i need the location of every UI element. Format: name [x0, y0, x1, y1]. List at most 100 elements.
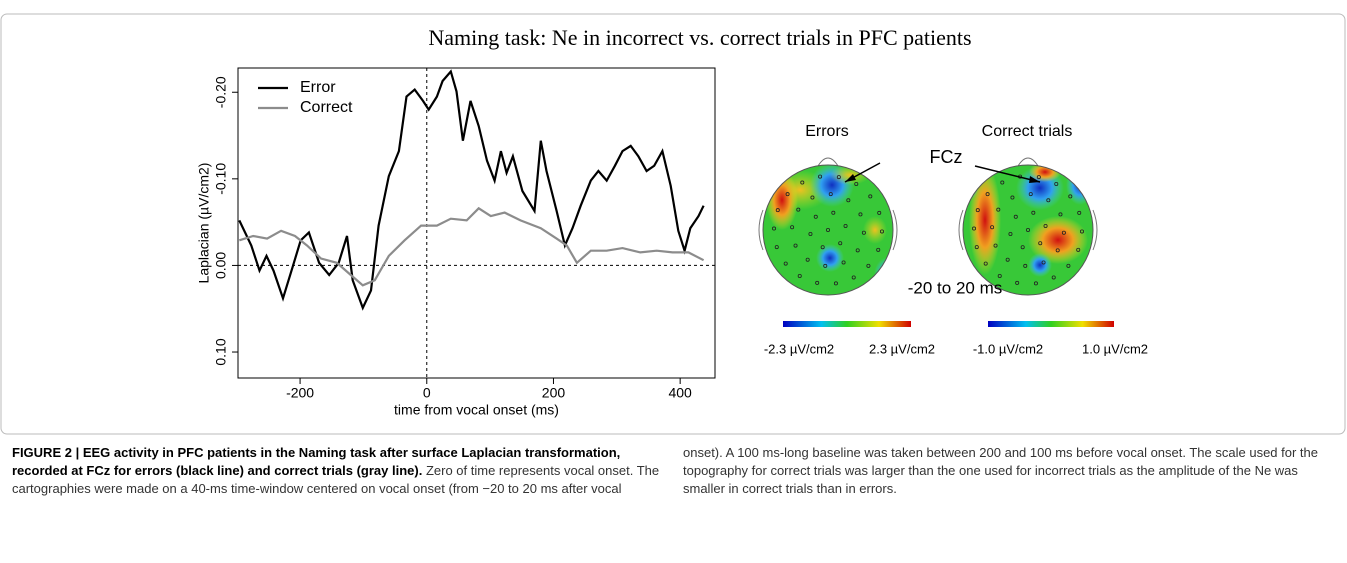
electrode — [1076, 247, 1081, 252]
electrode — [833, 281, 838, 286]
scale-label: -1.0 µV/cm2 — [973, 341, 1043, 356]
electrode — [813, 214, 818, 219]
fcz-arrow — [974, 165, 1041, 183]
x-tick-label: 0 — [423, 385, 431, 401]
electrode — [974, 245, 979, 250]
electrode — [805, 257, 810, 262]
figure-title: Naming task: Ne in incorrect vs. correct… — [428, 25, 971, 50]
caption-text: Zero of time represents vocal onset. The… — [12, 445, 1318, 496]
electrode — [1026, 227, 1031, 232]
electrode — [876, 247, 881, 252]
electrode — [818, 174, 823, 179]
electrode — [1046, 198, 1051, 203]
topomap-errors — [758, 157, 898, 296]
electrode — [1028, 192, 1033, 197]
figure-frame — [0, 13, 1346, 435]
electrode — [1020, 245, 1025, 250]
electrode — [997, 274, 1002, 279]
electrode — [868, 194, 873, 199]
electrode — [826, 227, 831, 232]
electrode — [1066, 263, 1071, 268]
electrodes — [772, 174, 1084, 286]
caption-label: FIGURE 2 | EEG activity in PFC patients … — [12, 445, 621, 478]
electrode — [1033, 281, 1038, 286]
electrode — [1008, 231, 1013, 236]
electrode — [1005, 257, 1010, 262]
electrode — [846, 198, 851, 203]
figure: Naming task: Ne in incorrect vs. correct… — [0, 13, 1346, 435]
electrode — [972, 226, 977, 231]
electrode — [820, 245, 825, 250]
x-axis-label: time from vocal onset (ms) — [394, 402, 559, 418]
line-chart: -200 0 200 400 0.10 0.00 -0.10 -0.20 time from v… — [196, 67, 716, 418]
electrode — [1058, 212, 1063, 217]
electrode — [1031, 210, 1036, 215]
electrode — [1013, 214, 1018, 219]
electrode — [1010, 195, 1015, 200]
legend-label: Error — [300, 79, 336, 96]
electrode — [810, 195, 815, 200]
electrode — [996, 207, 1001, 212]
electrode — [855, 248, 860, 253]
electrode — [1054, 181, 1059, 186]
electrode — [815, 280, 820, 285]
y-tick-label: -0.20 — [213, 76, 229, 108]
electrode — [1061, 230, 1066, 235]
electrode — [1036, 175, 1041, 180]
electrode — [1000, 180, 1005, 185]
plot-frame — [237, 67, 716, 379]
electrode — [796, 207, 801, 212]
arrowhead — [1029, 176, 1040, 183]
series-line — [238, 206, 705, 287]
electrode — [1038, 241, 1043, 246]
x-tick-label: -200 — [286, 385, 314, 401]
electrode — [1015, 280, 1020, 285]
electrode-label: FCz — [930, 147, 963, 167]
time-window: -20 to 20 ms — [908, 278, 1003, 297]
y-tick-label: 0.10 — [213, 338, 229, 365]
y-tick-label: 0.00 — [213, 252, 229, 279]
legend-label: Correct — [300, 99, 353, 116]
electrode — [877, 210, 882, 215]
series-line — [238, 69, 705, 311]
electrode — [836, 175, 841, 180]
y-axis-label: Laplacian (µV/cm2) — [196, 163, 212, 284]
electrode — [774, 245, 779, 250]
electrode — [866, 263, 871, 268]
electrode — [841, 260, 846, 265]
electrode — [985, 192, 990, 197]
electrode — [975, 208, 980, 213]
electrode — [1077, 210, 1082, 215]
electrode — [879, 229, 884, 234]
electrode — [990, 225, 995, 230]
x-tick-label: 400 — [668, 385, 692, 401]
caption: FIGURE 2 | EEG activity in PFC patients … — [12, 444, 1332, 498]
map-title: Correct trials — [982, 123, 1073, 140]
colorbar — [783, 321, 911, 327]
electrode — [785, 192, 790, 197]
electrode — [1043, 224, 1048, 229]
electrode — [861, 230, 866, 235]
electrode — [851, 275, 856, 280]
electrode — [838, 241, 843, 246]
electrode — [831, 210, 836, 215]
electrode — [1079, 229, 1084, 234]
electrode — [783, 261, 788, 266]
scale-label: 1.0 µV/cm2 — [1082, 341, 1148, 356]
map-title: Errors — [805, 123, 849, 140]
electrode — [772, 226, 777, 231]
arrowhead — [845, 174, 856, 182]
electrode — [1023, 263, 1028, 268]
electrode — [797, 274, 802, 279]
scale-label: 2.3 µV/cm2 — [869, 341, 935, 356]
electrode — [843, 224, 848, 229]
electrode — [823, 263, 828, 268]
electrode — [1055, 248, 1060, 253]
colorbar — [988, 321, 1114, 327]
electrode — [775, 208, 780, 213]
electrode — [793, 243, 798, 248]
electrode — [854, 181, 859, 186]
electrode — [993, 243, 998, 248]
x-tick-label: 200 — [542, 385, 566, 401]
